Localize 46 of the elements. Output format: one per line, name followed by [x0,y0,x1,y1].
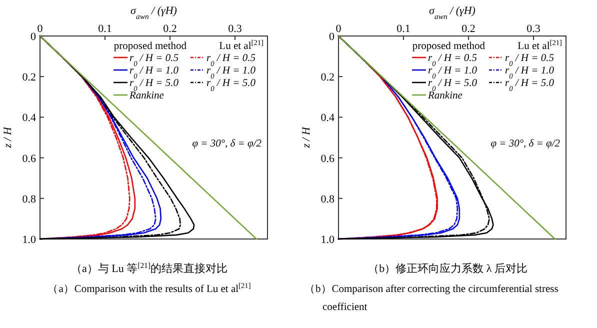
annotation: φ = 30°, δ = φ/2 [192,138,262,150]
legend-label: r$_{0}$ / H = 1.0 [206,66,256,80]
x-axis-title: σ$_{awn}$ / (γH) [130,5,178,20]
legend-label: Rankine [427,90,463,102]
legend-label: r$_{0}$ / H = 1.0 [505,66,555,80]
y-tick-label: 0.8 [320,193,335,206]
y-tick-label: 0 [30,31,36,43]
text: （a）Comparison with the results of Lu et al$^{[21]}$ [48,280,251,295]
legend-label: r$_{0}$ / H = 5.0 [206,78,256,92]
x-axis-title: σ$_{awn}$ / (γH) [429,5,476,20]
legend-label: r$_{0}$ / H = 5.0 [428,78,478,92]
legend-label: r$_{0}$ / H = 1.0 [130,66,180,80]
y-tick-label: 1.0 [320,234,335,246]
text: （a）与 Lu 等$^{[21]}$的结果直接对比 [71,260,228,275]
x-tick-label: 0.1 [396,23,410,35]
y-axis-title: z / H [300,126,312,149]
legend-label: Rankine [128,90,164,102]
legend-label: r$_{0}$ / H = 0.5 [206,53,256,68]
annotation: φ = 30°, δ = φ/2 [490,138,561,150]
y-tick-label: 0.4 [22,112,36,124]
text: （b）修正环向应力系数 λ 后对比 [368,262,528,275]
x-tick-label: 0.2 [462,23,476,35]
x-tick-label: 0.2 [163,23,177,35]
y-tick-label: 1.0 [22,234,36,246]
text: （b）Comparison after correcting the circumferential stress coefficient [304,284,558,313]
y-tick-label: 0.2 [320,72,334,84]
legend-label: r$_{0}$ / H = 5.0 [505,78,555,92]
legend-label: r$_{0}$ / H = 0.5 [428,53,477,68]
y-axis-title: z / H [2,126,14,149]
legend-label: r$_{0}$ / H = 0.5 [130,53,178,68]
y-tick-label: 0.4 [320,112,335,124]
y-tick-label: 0.2 [22,72,36,84]
x-tick-label: 0.1 [98,23,112,35]
y-tick-label: 0.6 [320,152,335,165]
annotation: proposed method [114,41,188,52]
annotation: Lu et al$^{[21]}$ [219,38,264,52]
y-tick-label: 0.8 [22,193,36,206]
legend-label: r$_{0}$ / H = 0.5 [505,53,554,68]
x-tick-label: 0.3 [228,23,242,35]
x-tick-label: 0.3 [526,23,541,35]
legend-label: r$_{0}$ / H = 1.0 [428,66,478,80]
annotation: proposed method [412,41,486,52]
y-tick-label: 0 [329,31,335,43]
y-tick-label: 0.6 [22,152,36,165]
legend-label: r$_{0}$ / H = 5.0 [130,78,180,92]
annotation: Lu et al$^{[21]}$ [518,38,562,52]
